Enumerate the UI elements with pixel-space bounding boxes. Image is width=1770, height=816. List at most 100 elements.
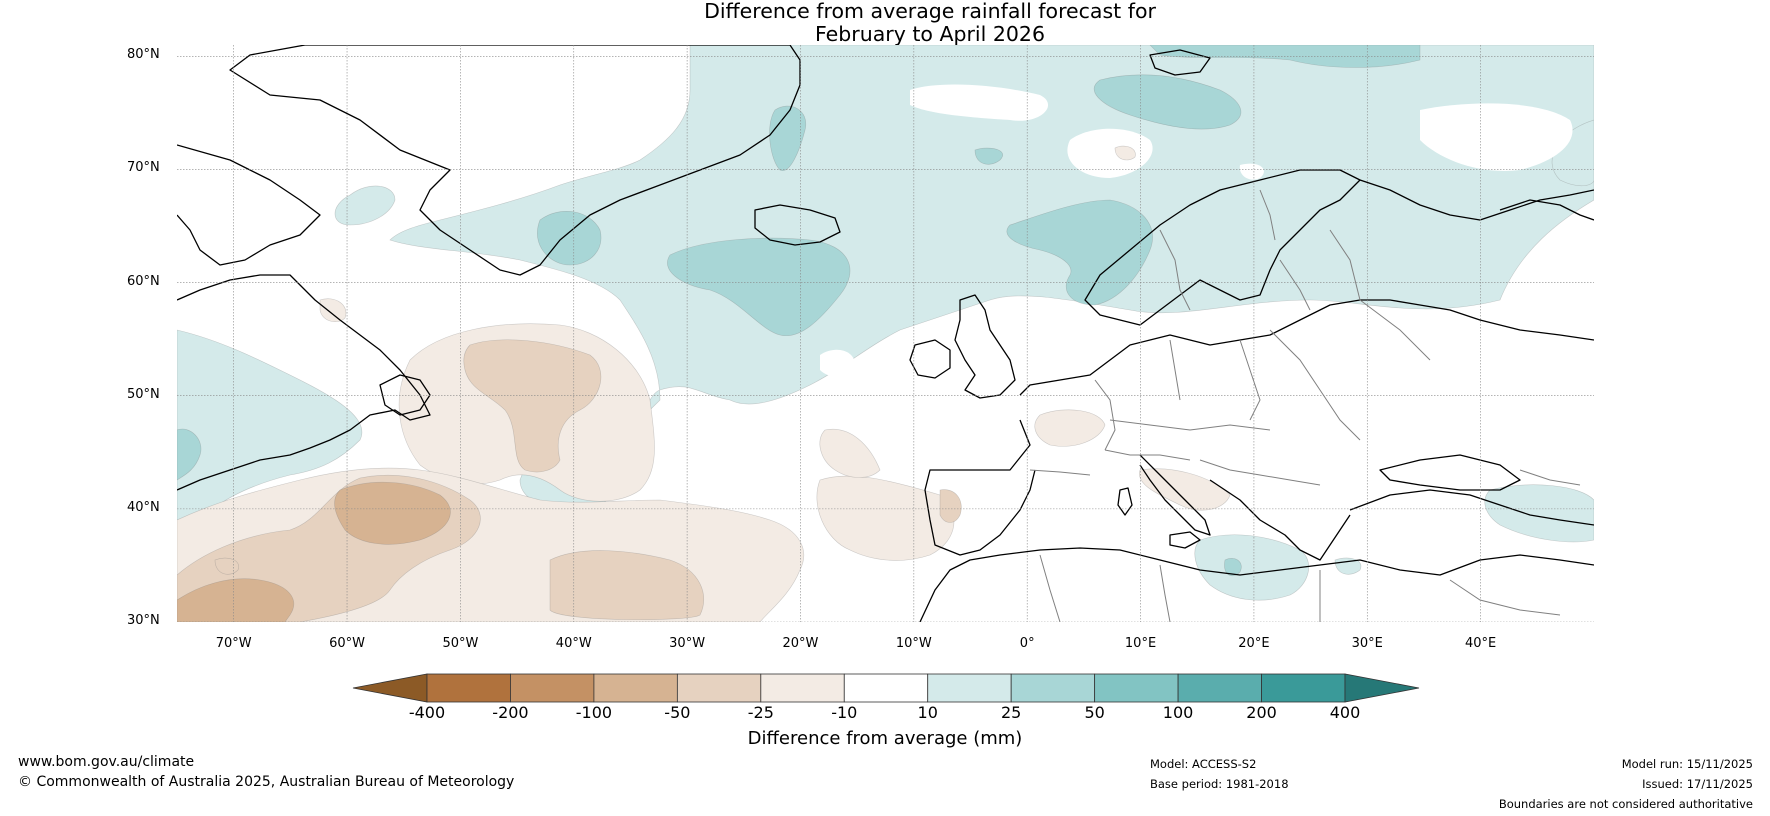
contour-brown1-azores <box>819 428 881 478</box>
coast-britain <box>954 294 1016 399</box>
colorbar <box>352 673 1420 703</box>
contour-brown1-iberia <box>816 475 955 561</box>
lon-tick-label: 50°W <box>442 636 479 651</box>
coast-arctic-isles <box>1499 199 1594 221</box>
lat-tick-label: 80°N <box>127 47 160 63</box>
contour-brown3-south <box>177 578 295 622</box>
contour-teal2-iceland-inner <box>974 147 1003 165</box>
coast-greenland <box>229 45 801 276</box>
colorbar-tick-label: -50 <box>664 703 691 722</box>
contour-white-hole-4 <box>820 349 855 377</box>
contour-teal2-svalbard <box>1093 74 1242 130</box>
colorbar-tick-label: 200 <box>1246 703 1277 722</box>
disclaimer-text: Boundaries are not considered authoritat… <box>1498 797 1753 811</box>
contour-brown1-greenland-sw <box>319 298 347 323</box>
coast-turkey <box>1349 489 1594 526</box>
colorbar-tick-label: -10 <box>831 703 858 722</box>
border-baltic <box>1279 259 1311 311</box>
lon-tick-label: 40°W <box>555 636 592 651</box>
lon-tick-label: 30°E <box>1351 636 1383 651</box>
coast-sicily <box>1169 531 1201 549</box>
lat-tick-label: 60°N <box>127 273 160 289</box>
colorbar-bin <box>843 673 929 703</box>
coastline-layer <box>177 45 1594 622</box>
colorbar-tick-label: -200 <box>492 703 529 722</box>
lon-tick-label: 40°E <box>1464 636 1497 651</box>
contour-teal-labrador-2 <box>334 185 396 226</box>
border-france-spain <box>1029 469 1091 476</box>
map-title: Difference from average rainfall forecas… <box>560 0 1300 46</box>
coast-baffin <box>177 144 321 266</box>
colorbar-extend-low <box>352 673 428 703</box>
contour-teal2-crete <box>1224 558 1242 576</box>
coast-sardinia <box>1117 487 1133 516</box>
lat-tick-label: 50°N <box>127 386 160 402</box>
graticule <box>177 45 1594 622</box>
contour-white-hole-1 <box>1067 128 1153 178</box>
lon-tick-label: 0° <box>1019 636 1035 651</box>
coast-black-sea <box>1379 454 1521 491</box>
lon-tick-label: 60°W <box>329 636 365 651</box>
border-alps <box>1104 449 1191 461</box>
contour-brown1-arctic <box>1114 145 1136 161</box>
contour-teal1-eastmed <box>1194 534 1309 601</box>
border-central-europe <box>1109 419 1271 431</box>
colorbar-tick-label: -25 <box>747 703 774 722</box>
colorbar-tick-label: 400 <box>1329 703 1361 722</box>
model-run-date: Model run: 15/11/2025 <box>1621 757 1753 771</box>
lon-tick-label: 20°W <box>782 636 819 651</box>
border-sweden-norway <box>1159 229 1191 311</box>
colorbar-tick-label: -100 <box>575 703 613 722</box>
model-name: Model: ACCESS-S2 <box>1150 757 1257 771</box>
contour-white-hole-3 <box>1420 103 1573 171</box>
contour-brown1-italy <box>1139 468 1231 511</box>
contour-brown3-subtropical <box>334 481 451 545</box>
colorbar-bin <box>1177 673 1262 703</box>
border-layer <box>1029 189 1581 622</box>
colorbar-tick-label: 50 <box>1084 703 1105 722</box>
title-line-1: Difference from average rainfall forecas… <box>704 0 1156 23</box>
border-france-germany <box>1094 379 1116 451</box>
border-russia <box>1329 229 1431 361</box>
border-ukraine <box>1269 329 1361 441</box>
coast-north-africa <box>919 547 1594 622</box>
website-link[interactable]: www.bom.gov.au/climate <box>18 754 195 770</box>
colorbar-bin <box>1261 673 1346 703</box>
border-balkans <box>1199 459 1321 486</box>
lon-tick-label: 30°W <box>669 636 706 651</box>
contour-layer <box>177 45 1594 622</box>
contour-teal2-norway <box>1006 199 1153 306</box>
coast-labrador <box>177 274 431 491</box>
contour-teal2-greenland-east <box>537 211 602 266</box>
coast-svalbard <box>1149 49 1211 76</box>
coast-scandinavia <box>1084 169 1361 326</box>
coast-balkans <box>1209 479 1351 561</box>
lon-tick-label: 70°W <box>215 636 252 651</box>
contour-white-hole-2 <box>910 84 1049 121</box>
border-north-africa <box>1039 554 1061 622</box>
colorbar-bin <box>510 673 595 703</box>
colorbar-tick-label: 10 <box>917 703 938 722</box>
contour-brown2-nw-small <box>214 557 239 575</box>
border-caucasus <box>1519 469 1581 486</box>
contour-brown1-france <box>1034 409 1106 447</box>
lon-tick-label: 20°E <box>1238 636 1270 651</box>
colorbar-tick-label: 25 <box>1000 703 1022 722</box>
coast-russia-north <box>1359 179 1594 221</box>
contour-teal-labrador-inner <box>177 428 202 481</box>
copyright-text: © Commonwealth of Australia 2025, Austra… <box>18 774 515 790</box>
border-germany-poland <box>1169 339 1181 401</box>
coast-italy <box>1139 454 1211 536</box>
contour-brown2-mid-atlantic <box>463 339 602 473</box>
issued-date: Issued: 17/11/2025 <box>1642 777 1753 791</box>
contour-brown2-south <box>549 550 705 621</box>
title-line-2: February to April 2026 <box>815 22 1045 46</box>
lat-tick-label: 70°N <box>127 160 160 176</box>
colorbar-bin <box>426 673 511 703</box>
coast-europe-mainland <box>1019 299 1594 396</box>
contour-teal2-black-sea <box>1484 484 1594 543</box>
contour-teal2-iceland <box>667 237 851 337</box>
coast-newfoundland <box>379 374 431 416</box>
colorbar-tick-label: -400 <box>408 703 446 722</box>
